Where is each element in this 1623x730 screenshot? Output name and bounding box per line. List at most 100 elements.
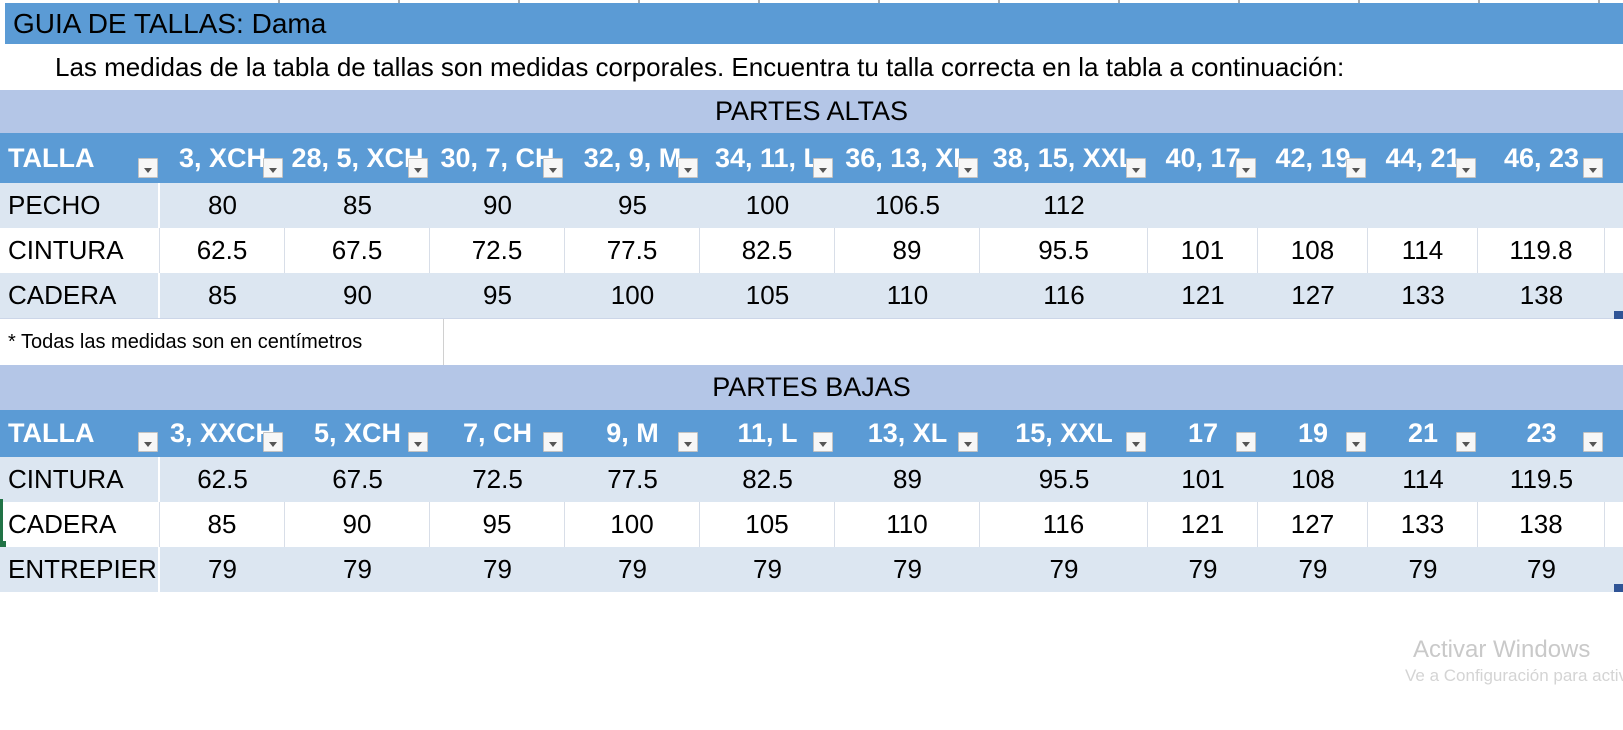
filter-dropdown-button[interactable] <box>263 432 283 452</box>
value-cell[interactable]: 82.5 <box>700 228 835 273</box>
value-cell[interactable]: 133 <box>1401 280 1445 310</box>
size-header-cell[interactable]: 42, 19 <box>1258 133 1368 183</box>
value-cell[interactable]: 79 <box>1049 554 1079 584</box>
filter-dropdown-button[interactable] <box>543 432 563 452</box>
value-cell[interactable] <box>1258 183 1368 228</box>
value-cell[interactable]: 62.5 <box>160 228 285 273</box>
size-header-cell[interactable]: 11, L <box>700 410 835 457</box>
size-header-cell[interactable]: 30, 7, CH <box>430 133 565 183</box>
value-cell[interactable]: 101 <box>1148 228 1258 273</box>
value-cell[interactable]: 105 <box>700 502 835 547</box>
value-cell[interactable]: 138 <box>1478 502 1605 547</box>
value-cell[interactable]: 95 <box>483 280 512 310</box>
size-header-cell[interactable]: 15, XXL <box>980 410 1148 457</box>
value-cell[interactable]: 67.5 <box>332 464 383 494</box>
value-cell[interactable]: 116 <box>980 502 1148 547</box>
value-cell[interactable]: 108 <box>1291 464 1335 494</box>
filter-dropdown-button[interactable] <box>1583 432 1603 452</box>
filter-dropdown-button[interactable] <box>813 432 833 452</box>
description-row[interactable]: Las medidas de la tabla de tallas son me… <box>0 44 1623 90</box>
filter-dropdown-button[interactable] <box>138 432 158 452</box>
value-cell[interactable]: 105 <box>745 280 790 310</box>
filter-dropdown-button[interactable] <box>408 158 428 178</box>
value-cell[interactable]: 79 <box>893 554 922 584</box>
value-cell[interactable]: 67.5 <box>285 228 430 273</box>
value-cell[interactable]: 114 <box>1368 228 1478 273</box>
value-cell[interactable]: 90 <box>343 280 372 310</box>
filter-dropdown-button[interactable] <box>958 432 978 452</box>
filter-dropdown-button[interactable] <box>138 158 158 178</box>
value-cell[interactable]: 80 <box>208 190 237 220</box>
value-cell[interactable]: 90 <box>285 502 430 547</box>
value-cell[interactable]: 121 <box>1181 280 1225 310</box>
size-header-cell[interactable]: 3, XCH <box>160 133 285 183</box>
fill-handle-lower[interactable] <box>1614 584 1623 592</box>
filter-dropdown-button[interactable] <box>1126 158 1146 178</box>
size-header-cell[interactable]: 13, XL <box>835 410 980 457</box>
value-cell[interactable]: 79 <box>1188 554 1218 584</box>
value-cell[interactable]: 110 <box>886 280 929 310</box>
filter-dropdown-button[interactable] <box>1456 432 1476 452</box>
value-cell[interactable]: 72.5 <box>430 228 565 273</box>
value-cell[interactable]: 79 <box>1527 554 1556 584</box>
value-cell[interactable]: 79 <box>208 554 237 584</box>
value-cell[interactable]: 79 <box>483 554 512 584</box>
filter-dropdown-button[interactable] <box>678 158 698 178</box>
size-header-cell[interactable]: 36, 13, XL <box>835 133 980 183</box>
size-header-cell[interactable]: 46, 23 <box>1478 133 1605 183</box>
filter-dropdown-button[interactable] <box>1346 158 1366 178</box>
value-cell[interactable]: 138 <box>1519 280 1564 310</box>
filter-dropdown-button[interactable] <box>678 432 698 452</box>
value-cell[interactable]: 85 <box>160 502 285 547</box>
value-cell[interactable]: 95.5 <box>980 228 1148 273</box>
value-cell[interactable]: 95 <box>430 502 565 547</box>
size-header-cell[interactable]: 17 <box>1148 410 1258 457</box>
value-cell[interactable]: 79 <box>1298 554 1328 584</box>
footnote-cell[interactable]: * Todas las medidas son en centímetros <box>0 319 444 365</box>
value-cell[interactable]: 100 <box>745 190 790 220</box>
corner-header-cell[interactable]: TALLA <box>0 133 160 183</box>
value-cell[interactable]: 110 <box>835 502 980 547</box>
size-header-cell[interactable]: 5, XCH <box>285 410 430 457</box>
value-cell[interactable]: 100 <box>565 502 700 547</box>
value-cell[interactable]: 127 <box>1291 280 1335 310</box>
row-label-cell[interactable]: CINTURA <box>0 228 160 273</box>
value-cell[interactable]: 90 <box>483 190 512 220</box>
row-label-cell[interactable]: PECHO <box>0 183 160 228</box>
corner-header-cell[interactable]: TALLA <box>0 410 160 457</box>
value-cell[interactable]: 85 <box>208 280 237 310</box>
size-header-cell[interactable]: 3, XXCH <box>160 410 285 457</box>
value-cell[interactable]: 72.5 <box>472 464 523 494</box>
value-cell[interactable]: 89 <box>893 464 922 494</box>
value-cell[interactable]: 85 <box>343 190 372 220</box>
value-cell[interactable]: 82.5 <box>742 464 793 494</box>
value-cell[interactable] <box>1368 183 1478 228</box>
value-cell[interactable]: 116 <box>1043 280 1085 310</box>
row-label-cell[interactable]: CADERA <box>0 273 160 318</box>
filter-dropdown-button[interactable] <box>263 158 283 178</box>
filter-dropdown-button[interactable] <box>1583 158 1603 178</box>
value-cell[interactable]: 127 <box>1258 502 1368 547</box>
value-cell[interactable]: 108 <box>1258 228 1368 273</box>
filter-dropdown-button[interactable] <box>1126 432 1146 452</box>
row-label-cell[interactable]: CADERA <box>0 502 160 547</box>
size-header-cell[interactable]: 34, 11, L <box>700 133 835 183</box>
value-cell[interactable]: 100 <box>610 280 655 310</box>
row-label-cell[interactable]: ENTREPIERNA <box>0 547 160 592</box>
filter-dropdown-button[interactable] <box>813 158 833 178</box>
size-header-cell[interactable]: 28, 5, XCH <box>285 133 430 183</box>
filter-dropdown-button[interactable] <box>1346 432 1366 452</box>
size-header-cell[interactable]: 9, M <box>565 410 700 457</box>
value-cell[interactable] <box>1478 183 1605 228</box>
value-cell[interactable]: 114 <box>1402 464 1444 494</box>
value-cell[interactable]: 95 <box>618 190 647 220</box>
size-header-cell[interactable]: 40, 17 <box>1148 133 1258 183</box>
size-header-cell[interactable]: 21 <box>1368 410 1478 457</box>
value-cell[interactable]: 121 <box>1148 502 1258 547</box>
filter-dropdown-button[interactable] <box>1456 158 1476 178</box>
value-cell[interactable]: 89 <box>835 228 980 273</box>
size-header-cell[interactable]: 32, 9, M <box>565 133 700 183</box>
value-cell[interactable]: 79 <box>1408 554 1438 584</box>
value-cell[interactable]: 119.8 <box>1478 228 1605 273</box>
value-cell[interactable] <box>1148 183 1258 228</box>
